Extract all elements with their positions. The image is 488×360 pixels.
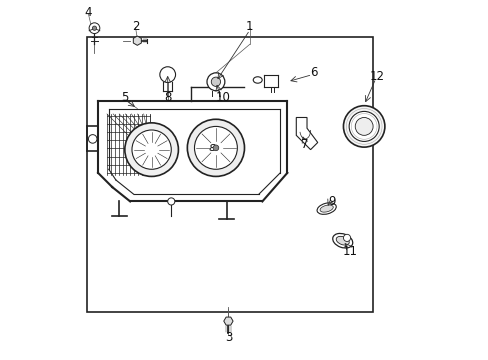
Circle shape (211, 77, 220, 86)
Text: 5: 5 (121, 91, 128, 104)
Ellipse shape (320, 205, 333, 212)
Circle shape (194, 126, 237, 169)
Polygon shape (224, 317, 233, 325)
Circle shape (160, 67, 175, 82)
Polygon shape (296, 117, 317, 150)
Circle shape (213, 145, 218, 151)
Circle shape (187, 119, 244, 176)
Circle shape (92, 26, 97, 30)
Ellipse shape (332, 233, 352, 248)
Circle shape (343, 106, 384, 147)
Circle shape (354, 117, 372, 135)
Circle shape (167, 198, 175, 205)
Circle shape (88, 135, 97, 143)
Text: 6: 6 (310, 66, 317, 79)
Circle shape (124, 123, 178, 176)
Text: 12: 12 (368, 70, 384, 83)
Ellipse shape (336, 237, 348, 245)
Text: 1: 1 (245, 20, 253, 33)
Polygon shape (133, 36, 141, 45)
Text: 10: 10 (215, 91, 230, 104)
Text: 2: 2 (132, 20, 139, 33)
Text: 11: 11 (342, 245, 357, 258)
Text: 8: 8 (163, 91, 171, 104)
Circle shape (89, 23, 100, 33)
Circle shape (206, 73, 224, 91)
Text: 9: 9 (327, 195, 335, 208)
Ellipse shape (253, 77, 262, 83)
Text: 7: 7 (301, 138, 308, 151)
Text: 4: 4 (84, 6, 92, 19)
Circle shape (348, 111, 378, 141)
Bar (87, 37, 372, 312)
Circle shape (132, 130, 171, 169)
Circle shape (343, 234, 350, 242)
Text: 3: 3 (224, 331, 232, 344)
Ellipse shape (316, 203, 336, 214)
Text: ε: ε (208, 141, 215, 154)
